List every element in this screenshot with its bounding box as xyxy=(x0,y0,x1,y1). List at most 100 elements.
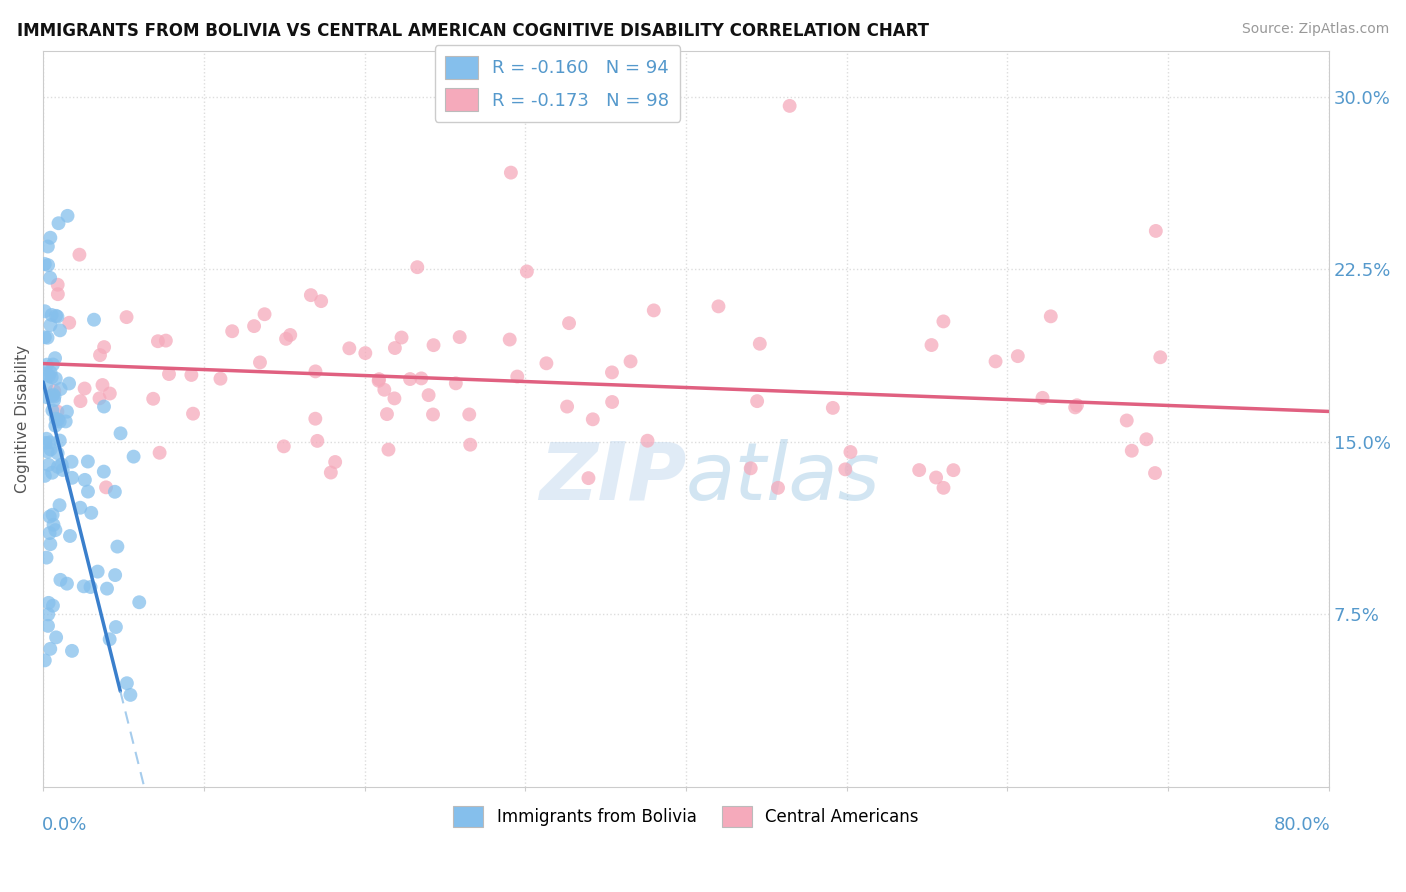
Point xyxy=(34,468,56,483)
Point xyxy=(323,455,346,469)
Point xyxy=(48,415,70,429)
Point xyxy=(35,390,58,404)
Point xyxy=(89,392,111,406)
Point xyxy=(56,209,79,223)
Point xyxy=(1149,351,1171,365)
Point xyxy=(49,382,72,396)
Point xyxy=(122,450,145,464)
Point xyxy=(748,336,770,351)
Point xyxy=(506,369,529,384)
Point xyxy=(35,378,58,392)
Point xyxy=(555,400,578,414)
Text: IMMIGRANTS FROM BOLIVIA VS CENTRAL AMERICAN COGNITIVE DISABILITY CORRELATION CHA: IMMIGRANTS FROM BOLIVIA VS CENTRAL AMERI… xyxy=(17,22,929,40)
Point xyxy=(600,395,623,409)
Point xyxy=(45,309,67,323)
Point xyxy=(38,458,60,472)
Point xyxy=(59,529,82,543)
Point xyxy=(766,481,789,495)
Point xyxy=(38,596,60,610)
Point xyxy=(48,216,70,230)
Point xyxy=(56,405,79,419)
Point xyxy=(69,394,91,409)
Text: Source: ZipAtlas.com: Source: ZipAtlas.com xyxy=(1241,22,1389,37)
Point xyxy=(79,580,101,594)
Point xyxy=(337,342,360,356)
Point xyxy=(932,314,955,328)
Point xyxy=(37,258,59,272)
Point xyxy=(39,230,62,244)
Point xyxy=(49,323,72,337)
Point xyxy=(180,368,202,382)
Point xyxy=(73,579,96,593)
Point xyxy=(34,304,56,318)
Point xyxy=(98,632,121,647)
Point xyxy=(499,333,522,347)
Point xyxy=(449,330,471,344)
Point xyxy=(42,387,65,401)
Point xyxy=(391,330,413,344)
Point xyxy=(86,565,108,579)
Point xyxy=(46,287,69,301)
Point xyxy=(637,434,659,448)
Point xyxy=(149,446,172,460)
Point xyxy=(157,367,180,381)
Point xyxy=(110,426,132,441)
Point xyxy=(38,509,60,524)
Point xyxy=(209,372,232,386)
Point xyxy=(619,354,641,368)
Point xyxy=(60,644,83,658)
Point xyxy=(354,346,377,360)
Point xyxy=(274,332,297,346)
Point xyxy=(779,99,801,113)
Point xyxy=(39,318,62,332)
Point xyxy=(399,372,422,386)
Point xyxy=(93,465,115,479)
Point xyxy=(932,481,955,495)
Point xyxy=(45,411,67,425)
Point xyxy=(181,407,204,421)
Point xyxy=(1066,398,1088,412)
Point xyxy=(34,436,56,450)
Point xyxy=(1135,432,1157,446)
Point xyxy=(984,354,1007,368)
Text: 0.0%: 0.0% xyxy=(42,816,87,834)
Point xyxy=(35,550,58,565)
Point xyxy=(41,308,63,322)
Point xyxy=(418,388,440,402)
Point xyxy=(34,653,56,667)
Point xyxy=(41,389,63,403)
Point xyxy=(44,389,66,403)
Point xyxy=(45,371,67,385)
Point xyxy=(39,365,62,379)
Point xyxy=(46,446,69,460)
Point xyxy=(49,434,72,448)
Point xyxy=(1039,310,1062,324)
Point xyxy=(46,277,69,292)
Point xyxy=(73,382,96,396)
Point xyxy=(45,631,67,645)
Point xyxy=(307,434,329,448)
Point xyxy=(377,442,399,457)
Point xyxy=(89,348,111,362)
Point xyxy=(80,506,103,520)
Point xyxy=(104,568,127,582)
Point xyxy=(406,260,429,275)
Point xyxy=(39,641,62,656)
Point xyxy=(73,473,96,487)
Point xyxy=(834,462,856,476)
Point xyxy=(104,620,127,634)
Point xyxy=(253,307,276,321)
Point xyxy=(1144,224,1167,238)
Point xyxy=(35,367,58,381)
Point xyxy=(51,458,73,472)
Point xyxy=(745,394,768,409)
Point xyxy=(56,576,79,591)
Point xyxy=(384,341,406,355)
Point xyxy=(37,444,59,458)
Point xyxy=(273,439,295,453)
Point xyxy=(1007,349,1029,363)
Point xyxy=(42,392,65,407)
Point xyxy=(37,619,59,633)
Y-axis label: Cognitive Disability: Cognitive Disability xyxy=(15,344,30,493)
Point xyxy=(1064,401,1087,415)
